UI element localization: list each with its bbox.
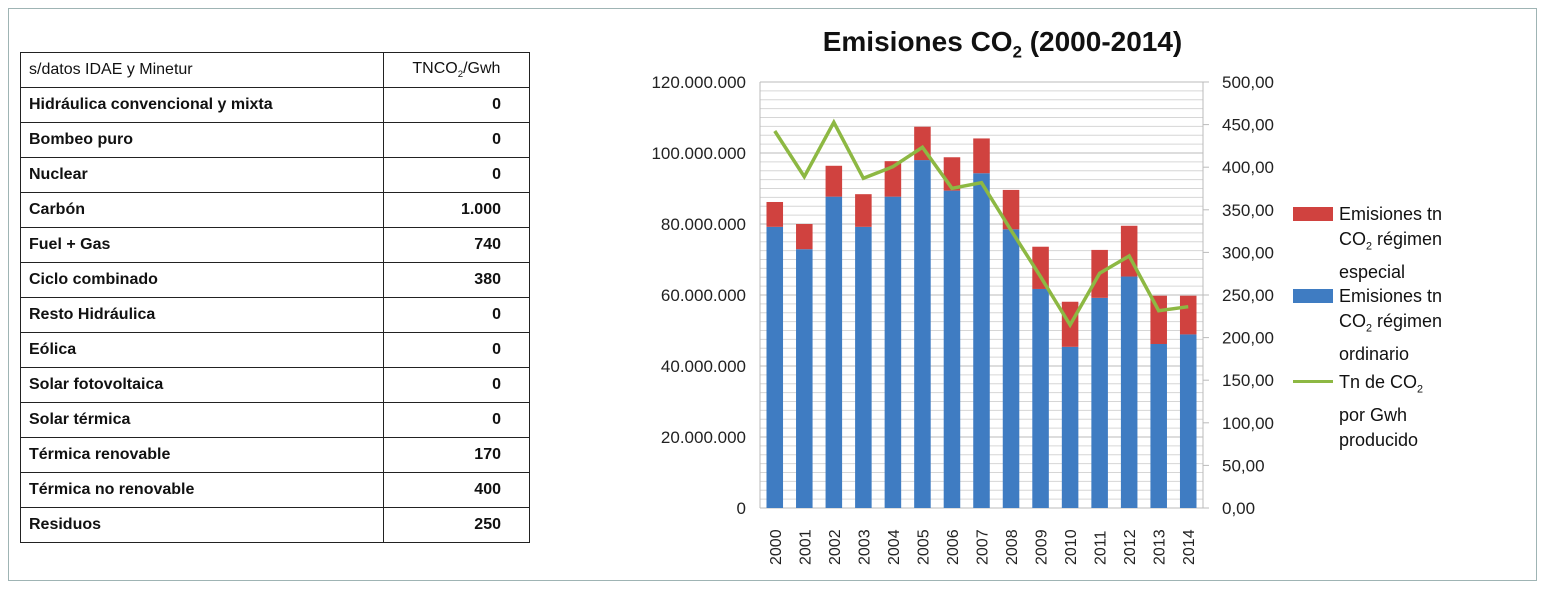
bar-ordinario xyxy=(825,196,843,509)
y2-tick-label: 300,00 xyxy=(1222,243,1274,262)
table-header-row: s/datos IDAE y Minetur TNCO2/Gwh xyxy=(20,52,531,88)
y2-tick-label: 450,00 xyxy=(1222,116,1274,135)
table-row: Solar fotovoltaica 0 xyxy=(20,367,531,403)
table-row: Bombeo puro 0 xyxy=(20,122,531,158)
x-tick-label: 2014 xyxy=(1181,529,1198,565)
x-tick-label: 2000 xyxy=(768,529,785,565)
bar-especial xyxy=(1002,189,1020,230)
bar-ordinario xyxy=(855,226,872,508)
table-row: Carbón 1.000 xyxy=(20,192,531,228)
bar-especial xyxy=(766,201,784,227)
source-value: 380 xyxy=(382,262,531,298)
bar-especial xyxy=(1179,295,1197,335)
y-tick-label: 60.000.000 xyxy=(661,286,746,305)
bar-especial xyxy=(1150,295,1167,344)
y-tick-label: 100.000.000 xyxy=(651,144,746,163)
bar-ordinario xyxy=(1179,334,1197,508)
source-value: 0 xyxy=(382,402,531,438)
source-value: 250 xyxy=(382,507,531,543)
legend-swatch xyxy=(1293,380,1333,383)
header-unit: TNCO2/Gwh xyxy=(382,52,531,88)
legend-label: Emisiones tn CO2 régimen ordinario xyxy=(1339,286,1443,364)
table-row: Nuclear 0 xyxy=(20,157,531,193)
y2-tick-label: 50,00 xyxy=(1222,456,1265,475)
source-name: Térmica no renovable xyxy=(20,472,384,508)
y2-tick-label: 250,00 xyxy=(1222,286,1274,305)
bar-ordinario xyxy=(1032,288,1049,508)
table-row: Solar térmica 0 xyxy=(20,402,531,438)
x-tick-label: 2013 xyxy=(1152,529,1169,565)
legend-swatch xyxy=(1293,207,1333,221)
y2-tick-label: 400,00 xyxy=(1222,158,1274,177)
source-value: 0 xyxy=(382,367,531,403)
x-tick-label: 2002 xyxy=(827,529,844,565)
emission-factor-table: s/datos IDAE y Minetur TNCO2/Gwh Hidrául… xyxy=(20,52,531,543)
x-tick-label: 2010 xyxy=(1063,529,1080,565)
y2-tick-label: 200,00 xyxy=(1222,329,1274,348)
y2-tick-label: 350,00 xyxy=(1222,201,1274,220)
x-tick-label: 2007 xyxy=(975,529,992,565)
bar-especial xyxy=(1032,246,1049,289)
y-tick-label: 120.000.000 xyxy=(651,73,746,92)
source-value: 0 xyxy=(382,157,531,193)
x-tick-label: 2004 xyxy=(886,529,903,565)
x-tick-label: 2001 xyxy=(797,529,814,565)
legend-swatch xyxy=(1293,289,1333,303)
bar-especial xyxy=(855,194,872,227)
source-name: Nuclear xyxy=(20,157,384,193)
source-name: Solar térmica xyxy=(20,402,384,438)
table-row: Hidráulica convencional y mixta 0 xyxy=(20,87,531,123)
y2-tick-label: 150,00 xyxy=(1222,371,1274,390)
figure-frame xyxy=(8,8,1537,581)
y-tick-label: 20.000.000 xyxy=(661,428,746,447)
table-row: Ciclo combinado 380 xyxy=(20,262,531,298)
bar-ordinario xyxy=(914,160,931,508)
x-tick-label: 2011 xyxy=(1093,530,1110,565)
source-name: Hidráulica convencional y mixta xyxy=(20,87,384,123)
y-tick-label: 80.000.000 xyxy=(661,215,746,234)
x-tick-label: 2006 xyxy=(945,529,962,565)
bar-especial xyxy=(796,224,813,250)
legend-label: Emisiones tn CO2 régimen especial xyxy=(1339,204,1443,282)
bar-especial xyxy=(825,165,843,197)
source-value: 0 xyxy=(382,332,531,368)
source-value: 1.000 xyxy=(382,192,531,228)
bar-ordinario xyxy=(884,196,902,509)
source-name: Residuos xyxy=(20,507,384,543)
x-tick-label: 2008 xyxy=(1004,529,1021,565)
x-tick-label: 2012 xyxy=(1122,529,1139,565)
table-row: Residuos 250 xyxy=(20,507,531,543)
source-value: 0 xyxy=(382,87,531,123)
legend-label: Tn de CO2 por Gwh producido xyxy=(1339,372,1424,450)
y-tick-label: 40.000.000 xyxy=(661,357,746,376)
bar-ordinario xyxy=(973,173,990,509)
source-value: 400 xyxy=(382,472,531,508)
x-tick-label: 2003 xyxy=(856,529,873,565)
y2-tick-label: 100,00 xyxy=(1222,414,1274,433)
source-name: Bombeo puro xyxy=(20,122,384,158)
bar-ordinario xyxy=(1091,297,1108,508)
bar-ordinario xyxy=(1150,343,1167,508)
source-value: 0 xyxy=(382,122,531,158)
y-tick-label: 0 xyxy=(737,499,746,518)
x-tick-label: 2005 xyxy=(915,529,932,565)
bar-ordinario xyxy=(1002,229,1020,508)
source-name: Solar fotovoltaica xyxy=(20,367,384,403)
bar-especial xyxy=(973,138,990,174)
y2-tick-label: 0,00 xyxy=(1222,499,1255,518)
bar-ordinario xyxy=(943,190,961,508)
source-value: 0 xyxy=(382,297,531,333)
bar-ordinario xyxy=(796,249,813,508)
bar-ordinario xyxy=(1120,276,1138,508)
x-tick-label: 2009 xyxy=(1034,529,1051,565)
y2-tick-label: 500,00 xyxy=(1222,73,1274,92)
bar-ordinario xyxy=(1061,346,1079,508)
chart-title: Emisiones CO2 (2000-2014) xyxy=(822,26,1183,62)
source-value: 740 xyxy=(382,227,531,263)
bar-ordinario xyxy=(766,226,784,508)
table-row: Térmica no renovable 400 xyxy=(20,472,531,508)
